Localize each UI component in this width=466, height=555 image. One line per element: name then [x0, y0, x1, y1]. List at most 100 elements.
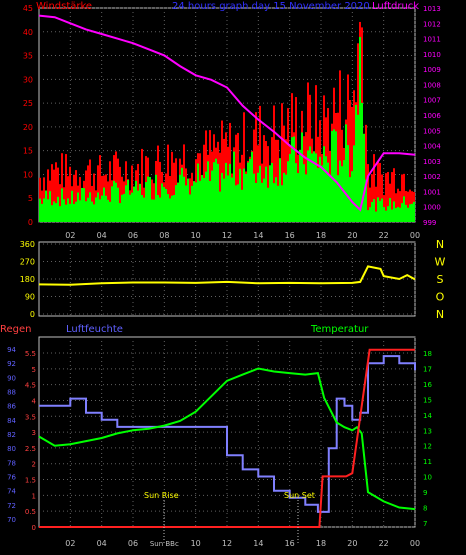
wind-gust-bar [243, 112, 245, 222]
wind-avg-bar [281, 185, 283, 222]
wind-avg-bar [277, 185, 279, 222]
humidity-y-tick: 92 [7, 360, 16, 368]
pressure-y-tick: 999 [423, 219, 436, 227]
wind-avg-bar [189, 194, 191, 222]
wind-gust-bar [375, 186, 377, 222]
wind-avg-bar [253, 173, 255, 222]
wind-avg-bar [271, 162, 273, 222]
wind-avg-bar [393, 201, 395, 222]
wind-avg-bar [375, 211, 377, 222]
wind-avg-bar [99, 199, 101, 222]
rain-y-tick: 0 [32, 524, 36, 532]
wind-avg-bar [207, 161, 209, 222]
wind-gust-bar [209, 130, 211, 222]
wind-avg-bar [177, 182, 179, 222]
wind-x-tick: 12 [222, 231, 232, 240]
wind-avg-bar [81, 187, 83, 222]
wind-avg-bar [65, 204, 67, 222]
wind-avg-bar [319, 156, 321, 222]
wind-avg-bar [287, 161, 289, 222]
wind-avg-bar [91, 201, 93, 222]
wind-avg-bar [85, 201, 87, 222]
wind-avg-bar [357, 114, 359, 222]
wind-avg-bar [333, 129, 335, 222]
wind-avg-bar [315, 153, 317, 222]
wind-gust-bar [401, 174, 403, 222]
wind-avg-bar [111, 186, 113, 222]
wind-avg-bar [161, 183, 163, 222]
wind-avg-bar [223, 178, 225, 222]
wind-x-tick: 18 [316, 231, 326, 240]
wind-avg-bar [335, 131, 337, 222]
wind-x-tick: 16 [285, 231, 295, 240]
temperature-y-tick: 17 [423, 365, 432, 373]
wind-gust-bar [371, 174, 373, 222]
wind-avg-bar [239, 168, 241, 222]
wind-gust-bar [385, 173, 387, 222]
wind-avg-bar [197, 163, 199, 222]
wind-avg-bar [205, 171, 207, 222]
wind-avg-bar [109, 201, 111, 222]
climate-x-tick: 04 [97, 539, 107, 548]
rain-series [39, 348, 415, 528]
wind-x-tick: 06 [128, 231, 138, 240]
temperature-y-tick: 11 [423, 458, 432, 466]
wind-gust-bar [75, 170, 77, 222]
pressure-line [38, 14, 416, 212]
wind-avg-bar [403, 196, 405, 222]
wind-avg-bar [283, 172, 285, 222]
wind-x-tick: 14 [253, 231, 263, 240]
wind-x-tick: 22 [379, 231, 389, 240]
wind-avg-bar [291, 137, 293, 222]
wind-avg-bar [45, 190, 47, 222]
climate-x-tick: 00 [410, 539, 420, 548]
wind-avg-bar [245, 173, 247, 222]
climate-x-tick: 12 [222, 539, 232, 548]
wind-avg-bar [203, 178, 205, 222]
climate-x-tick: 10 [191, 539, 201, 548]
wind-avg-bar [141, 195, 143, 222]
pressure-y-tick: 1007 [423, 97, 441, 105]
rain-axis-title: Regen [0, 324, 32, 335]
wind-avg-bar [209, 181, 211, 222]
wind-avg-bar [387, 206, 389, 222]
wind-gust-bar [235, 134, 237, 222]
wind-gust-bar [391, 172, 393, 222]
rain-y-ticks: 0 0.5 1 1.5 2 2.5 3 3.5 4 4.5 5 5.5 [25, 350, 37, 532]
wind-avg-bar [97, 192, 99, 222]
temperature-y-tick: 14 [423, 412, 432, 420]
wind-x-tick: 00 [410, 231, 420, 240]
wind-avg-bar [225, 162, 227, 222]
chart-center-title: 24 hours graph day 15 November 2020 [172, 1, 370, 12]
rain-y-tick: 5 [32, 366, 36, 374]
wind-gust-bar [367, 164, 369, 222]
wind-avg-bar [93, 204, 95, 222]
wind-avg-bar [299, 149, 301, 222]
wind-avg-bar [67, 198, 69, 222]
wind-avg-bar [389, 198, 391, 222]
temperature-y-tick: 9 [423, 489, 427, 497]
wind-avg-bar [43, 198, 45, 222]
wind-gust-bar [351, 106, 353, 222]
wind-gust-bar [395, 193, 397, 222]
wind-avg-bar [83, 188, 85, 222]
direction-y-tick: 0 [30, 310, 35, 319]
wind-y-tick: 25 [23, 99, 33, 108]
climate-x-ticks: 02 04 06 Sun BBc 10 12 14 16 18 20 22 00 [65, 539, 420, 548]
wind-avg-bar [119, 203, 121, 222]
wind-gust-bar [171, 151, 173, 222]
wind-gust-bar [173, 162, 175, 222]
wind-x-tick: 10 [191, 231, 201, 240]
wind-gust-bar [393, 168, 395, 222]
wind-avg-bar [365, 179, 367, 222]
humidity-y-tick: 78 [7, 459, 16, 467]
wind-avg-bar [191, 185, 193, 222]
wind-avg-bar [165, 188, 167, 222]
wind-avg-bar [135, 180, 137, 222]
wind-avg-bar [139, 183, 141, 222]
wind-avg-bar [159, 197, 161, 222]
wind-avg-bar [167, 194, 169, 222]
wind-avg-bar [379, 200, 381, 222]
wind-y-tick: 10 [23, 170, 33, 179]
